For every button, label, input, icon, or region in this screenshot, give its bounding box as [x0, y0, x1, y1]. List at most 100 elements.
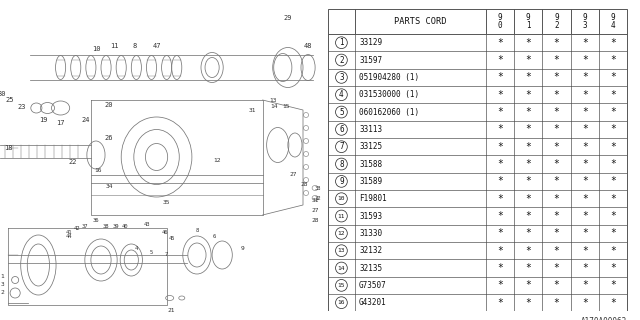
Text: 3: 3: [0, 283, 4, 287]
Text: *: *: [554, 107, 559, 117]
Text: *: *: [611, 263, 616, 273]
Text: 3: 3: [339, 73, 344, 82]
Text: 39: 39: [113, 223, 120, 228]
Text: 22: 22: [68, 159, 77, 165]
Text: *: *: [611, 107, 616, 117]
Text: 41: 41: [65, 229, 72, 235]
Text: 31: 31: [312, 197, 319, 203]
Text: *: *: [497, 176, 503, 186]
Text: 1: 1: [0, 275, 4, 279]
Text: *: *: [554, 246, 559, 256]
Text: 10: 10: [338, 196, 345, 201]
Text: 47: 47: [152, 43, 161, 49]
Text: 9
4: 9 4: [611, 13, 616, 30]
Text: 18: 18: [4, 145, 12, 151]
Text: *: *: [582, 72, 588, 82]
Text: 27: 27: [312, 207, 319, 212]
Text: 33129: 33129: [359, 38, 382, 47]
Text: 8: 8: [195, 228, 198, 233]
Text: *: *: [611, 38, 616, 48]
Text: 24: 24: [82, 117, 90, 123]
Text: *: *: [611, 280, 616, 290]
Text: *: *: [611, 124, 616, 134]
Text: 9: 9: [339, 177, 344, 186]
Text: *: *: [497, 228, 503, 238]
Text: PARTS CORD: PARTS CORD: [394, 17, 446, 26]
Text: *: *: [497, 246, 503, 256]
Text: 9
2: 9 2: [554, 13, 559, 30]
Text: *: *: [611, 72, 616, 82]
Text: 31593: 31593: [359, 212, 382, 220]
Text: *: *: [497, 298, 503, 308]
Text: *: *: [611, 142, 616, 152]
Text: *: *: [497, 55, 503, 65]
Text: *: *: [611, 90, 616, 100]
Text: 38: 38: [103, 223, 109, 228]
Text: 4: 4: [339, 90, 344, 99]
Text: 23: 23: [18, 104, 26, 110]
Text: *: *: [554, 176, 559, 186]
Text: 30: 30: [0, 91, 6, 97]
Text: *: *: [525, 124, 531, 134]
Text: 42: 42: [74, 227, 80, 231]
Text: *: *: [554, 228, 559, 238]
Text: 9: 9: [241, 245, 244, 251]
Text: 37: 37: [81, 223, 88, 228]
Text: *: *: [497, 194, 503, 204]
Text: *: *: [554, 211, 559, 221]
Text: *: *: [554, 142, 559, 152]
Text: *: *: [554, 263, 559, 273]
Text: *: *: [611, 298, 616, 308]
Text: *: *: [525, 211, 531, 221]
Text: 12: 12: [338, 231, 345, 236]
Text: *: *: [582, 55, 588, 65]
Text: 031530000 (1): 031530000 (1): [359, 90, 419, 99]
Text: 11: 11: [110, 43, 118, 49]
Text: 27: 27: [289, 172, 297, 178]
Text: 15: 15: [282, 105, 289, 109]
Text: *: *: [525, 90, 531, 100]
Text: *: *: [582, 90, 588, 100]
Text: 34: 34: [106, 185, 113, 189]
Text: *: *: [582, 228, 588, 238]
Text: *: *: [525, 263, 531, 273]
Text: 14: 14: [270, 105, 278, 109]
Text: 21: 21: [168, 308, 175, 313]
Text: *: *: [582, 159, 588, 169]
Text: A170A00062: A170A00062: [581, 317, 627, 320]
Text: *: *: [497, 72, 503, 82]
Text: G73507: G73507: [359, 281, 387, 290]
Text: 28: 28: [312, 218, 319, 222]
Text: 31: 31: [249, 108, 256, 113]
Text: 25: 25: [6, 97, 14, 103]
Text: *: *: [582, 246, 588, 256]
Text: 16: 16: [338, 300, 345, 305]
Text: 15: 15: [338, 283, 345, 288]
Text: 36: 36: [93, 219, 99, 223]
Text: 20: 20: [105, 102, 113, 108]
Text: *: *: [554, 298, 559, 308]
Text: 1: 1: [339, 38, 344, 47]
Text: *: *: [497, 142, 503, 152]
Text: 14: 14: [338, 266, 345, 270]
Text: *: *: [611, 55, 616, 65]
Text: *: *: [554, 124, 559, 134]
Text: *: *: [525, 194, 531, 204]
Text: *: *: [497, 38, 503, 48]
Text: *: *: [554, 159, 559, 169]
Text: *: *: [582, 194, 588, 204]
Text: *: *: [525, 38, 531, 48]
Text: 060162060 (1): 060162060 (1): [359, 108, 419, 116]
Text: *: *: [554, 90, 559, 100]
Text: 6: 6: [339, 125, 344, 134]
Text: *: *: [525, 55, 531, 65]
Text: *: *: [611, 228, 616, 238]
Text: *: *: [611, 194, 616, 204]
Text: 19: 19: [39, 117, 47, 123]
Text: *: *: [582, 280, 588, 290]
Text: 48: 48: [304, 43, 312, 49]
Text: 33125: 33125: [359, 142, 382, 151]
Text: 2: 2: [339, 56, 344, 65]
Text: 46: 46: [161, 230, 168, 236]
Text: 9
0: 9 0: [497, 13, 502, 30]
